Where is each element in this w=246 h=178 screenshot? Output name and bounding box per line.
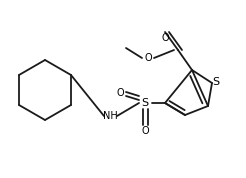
Text: S: S [213, 77, 220, 87]
Text: NH: NH [103, 111, 117, 121]
Text: O: O [141, 126, 149, 136]
Text: O: O [116, 88, 124, 98]
Text: O: O [161, 33, 169, 43]
Text: S: S [141, 98, 149, 108]
Text: O: O [144, 53, 152, 63]
